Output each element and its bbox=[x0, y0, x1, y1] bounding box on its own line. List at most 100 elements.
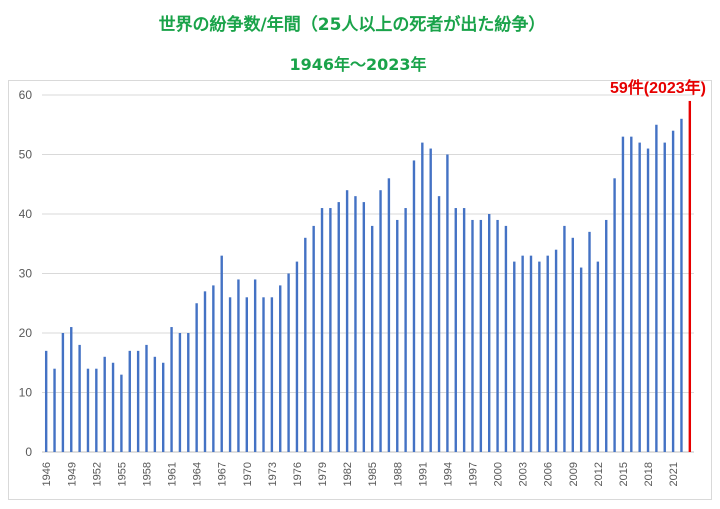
bar bbox=[412, 160, 416, 452]
bar bbox=[95, 368, 98, 452]
x-tick-label: 2015 bbox=[618, 462, 630, 486]
bar bbox=[521, 255, 524, 452]
bar bbox=[671, 130, 675, 452]
bar bbox=[103, 356, 106, 452]
bar bbox=[53, 368, 56, 452]
x-tick-label: 2012 bbox=[593, 462, 605, 486]
bar bbox=[270, 297, 274, 452]
bar bbox=[588, 231, 591, 452]
bar bbox=[563, 225, 566, 452]
bar bbox=[471, 219, 474, 452]
bar bbox=[638, 142, 641, 452]
y-tick-label: 0 bbox=[25, 445, 32, 459]
bar bbox=[128, 350, 131, 452]
bar bbox=[203, 291, 207, 452]
bar bbox=[178, 333, 182, 452]
bar bbox=[488, 214, 491, 452]
y-tick-label: 50 bbox=[19, 148, 33, 162]
bar bbox=[379, 190, 382, 452]
bar bbox=[262, 297, 265, 452]
x-tick-label: 1982 bbox=[342, 462, 354, 486]
x-tick-label: 1961 bbox=[167, 462, 179, 486]
x-tick-label: 2009 bbox=[568, 462, 580, 486]
bar bbox=[504, 225, 508, 452]
x-tick-label: 1994 bbox=[442, 462, 454, 486]
x-tick-label: 1958 bbox=[141, 462, 153, 486]
x-tick-label: 2003 bbox=[518, 462, 530, 486]
bar bbox=[136, 350, 140, 452]
x-tick-label: 1946 bbox=[41, 462, 53, 486]
x-tick-label: 1949 bbox=[66, 462, 78, 486]
x-tick-label: 1988 bbox=[392, 462, 404, 486]
x-tick-label: 1985 bbox=[367, 462, 379, 486]
bar bbox=[446, 154, 449, 452]
chart-title: 世界の紛争数/年間（25人以上の死者が出た紛争） bbox=[158, 15, 546, 35]
y-tick-label: 40 bbox=[19, 207, 33, 221]
y-tick-label: 60 bbox=[19, 88, 33, 102]
bar bbox=[370, 225, 374, 452]
bar bbox=[680, 118, 683, 453]
bar bbox=[187, 333, 190, 452]
chart-subtitle: 1946年～2023年 bbox=[289, 55, 427, 74]
bar bbox=[86, 368, 90, 452]
x-tick-label: 1970 bbox=[242, 462, 254, 486]
x-tick-label: 2000 bbox=[493, 462, 505, 486]
plot-frame bbox=[8, 80, 712, 500]
bar bbox=[613, 178, 616, 453]
x-tick-label: 1955 bbox=[116, 462, 128, 486]
bar bbox=[421, 142, 424, 452]
x-tick-label: 1973 bbox=[267, 462, 279, 486]
bar bbox=[429, 148, 432, 453]
bar bbox=[387, 178, 391, 453]
bar bbox=[61, 333, 65, 452]
bar bbox=[44, 350, 48, 452]
bar bbox=[479, 219, 483, 452]
x-tick-label: 1979 bbox=[317, 462, 329, 486]
bar bbox=[279, 285, 282, 452]
bar bbox=[170, 327, 173, 452]
bar bbox=[529, 255, 533, 452]
bar bbox=[145, 344, 148, 452]
bar bbox=[287, 273, 290, 452]
bar bbox=[228, 297, 232, 452]
bar bbox=[579, 267, 583, 452]
bar bbox=[320, 208, 324, 452]
bar bbox=[162, 362, 165, 452]
bar bbox=[404, 208, 407, 452]
bar bbox=[362, 202, 366, 452]
bar bbox=[345, 190, 349, 452]
x-tick-label: 1991 bbox=[417, 462, 429, 486]
bar-highlight bbox=[688, 100, 692, 452]
bar bbox=[396, 219, 399, 452]
bar bbox=[605, 219, 608, 452]
bar bbox=[295, 261, 299, 452]
bar bbox=[120, 374, 123, 452]
x-tick-label: 1964 bbox=[192, 462, 204, 486]
bar bbox=[220, 255, 223, 452]
x-tick-label: 1997 bbox=[467, 462, 479, 486]
bar bbox=[437, 196, 441, 452]
bar bbox=[454, 208, 457, 452]
bar bbox=[237, 279, 240, 452]
bar bbox=[554, 249, 558, 452]
bar bbox=[496, 219, 499, 452]
bar bbox=[337, 202, 340, 452]
bar bbox=[304, 237, 307, 452]
bar bbox=[70, 327, 73, 452]
bar bbox=[253, 279, 257, 452]
y-tick-label: 20 bbox=[19, 326, 33, 340]
bar bbox=[538, 261, 541, 452]
bar bbox=[571, 237, 574, 452]
bar bbox=[195, 303, 198, 452]
bar bbox=[546, 255, 549, 452]
bar bbox=[630, 136, 633, 452]
bar bbox=[312, 225, 315, 452]
bar bbox=[329, 208, 332, 452]
bar bbox=[153, 356, 157, 452]
bar bbox=[111, 362, 115, 452]
bar bbox=[354, 196, 357, 452]
x-tick-label: 2021 bbox=[668, 462, 680, 486]
x-tick-label: 1952 bbox=[91, 462, 103, 486]
y-tick-label: 30 bbox=[19, 267, 33, 281]
